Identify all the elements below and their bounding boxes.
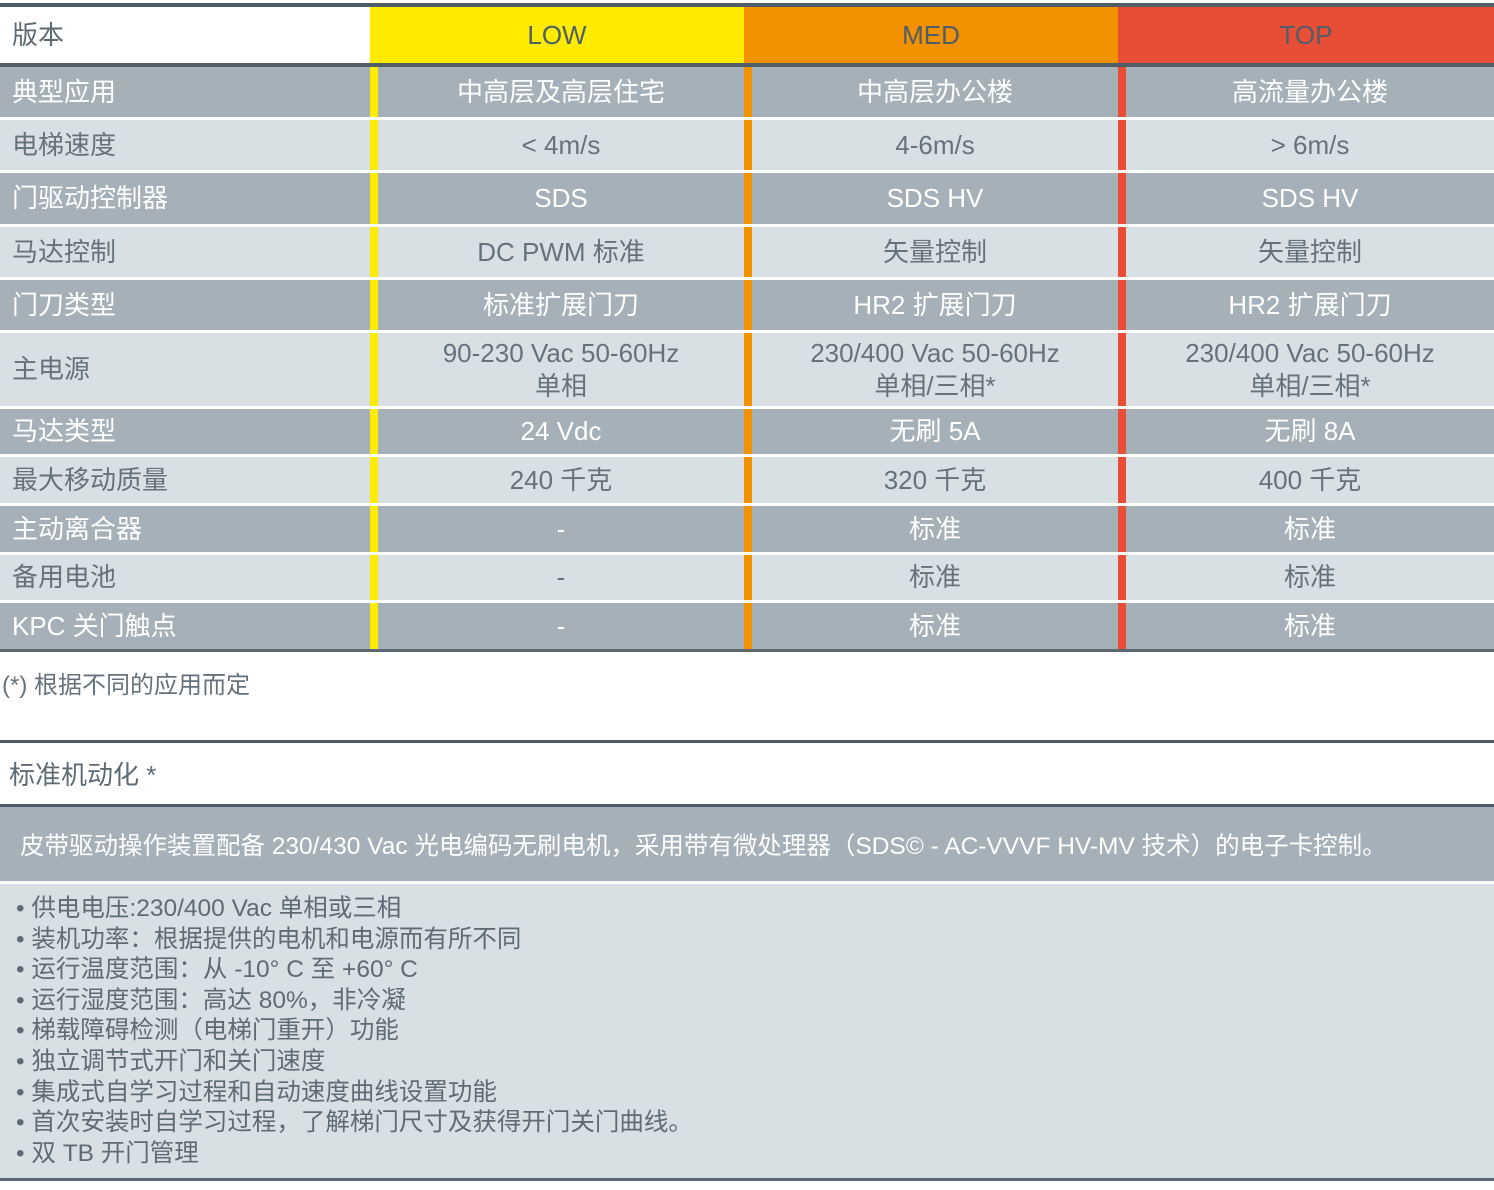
feature-item: 独立调节式开门和关门速度 (16, 1047, 1494, 1078)
header-top: TOP (1118, 7, 1494, 63)
row-label: 最大移动质量 (12, 464, 169, 495)
cell-top: 无刷 8A (1118, 409, 1494, 454)
cell-top: 矢量控制 (1118, 227, 1494, 277)
header-low: LOW (370, 7, 744, 63)
row-label: 典型应用 (12, 76, 117, 107)
cell-low: SDS (370, 173, 744, 224)
table-row: 主电源 90-230 Vac 50-60Hz 单相 230/400 Vac 50-6… (0, 333, 1494, 409)
cell-med: 标准 (744, 506, 1118, 552)
cell-low: DC PWM 标准 (370, 227, 744, 277)
cell-low: 中高层及高层住宅 (370, 67, 744, 117)
spec-table: 版本 LOW MED TOP 典型应用 中高层及高层住宅 中高层办公楼 高流量办公楼电… (0, 3, 1494, 652)
cell-med: 230/400 Vac 50-60Hz 单相/三相* (744, 333, 1118, 406)
row-label: 电梯速度 (12, 129, 117, 160)
row-label: 门刀类型 (12, 289, 117, 320)
row-label: 备用电池 (12, 562, 117, 592)
cell-low: 24 Vdc (370, 409, 744, 454)
feature-item: 集成式自学习过程和自动速度曲线设置功能 (16, 1078, 1494, 1109)
cell-low: 240 千克 (370, 457, 744, 503)
feature-item: 装机功率：根据提供的电机和电源而有所不同 (16, 925, 1494, 956)
feature-item: 首次安装时自学习过程，了解梯门尺寸及获得开门关门曲线。 (16, 1108, 1494, 1139)
table-row: 马达控制 DC PWM 标准 矢量控制 矢量控制 (0, 227, 1494, 280)
row-label: 主电源 (12, 354, 91, 384)
cell-med: 矢量控制 (744, 227, 1118, 277)
cell-med: 4-6m/s (744, 120, 1118, 170)
table-row: 备用电池 - 标准 标准 (0, 555, 1494, 603)
row-label: 主动离合器 (12, 513, 143, 544)
table-row: KPC 关门触点 - 标准 标准 (0, 603, 1494, 652)
table-header: 版本 LOW MED TOP (0, 7, 1494, 67)
cell-top: 高流量办公楼 (1118, 67, 1494, 117)
cell-top: 标准 (1118, 555, 1494, 600)
cell-med: 320 千克 (744, 457, 1118, 503)
standard-motorization-section: 标准机动化 * 皮带驱动操作装置配备 230/430 Vac 光电编码无刷电机，… (0, 740, 1494, 1181)
cell-med: HR2 扩展门刀 (744, 280, 1118, 330)
cell-top: 标准 (1118, 603, 1494, 649)
table-row: 主动离合器 - 标准 标准 (0, 506, 1494, 555)
row-label: 马达控制 (12, 236, 117, 267)
cell-top: HR2 扩展门刀 (1118, 280, 1494, 330)
footnote: (*) 根据不同的应用而定 (2, 672, 250, 699)
row-label: KPC 关门触点 (12, 610, 177, 641)
section-title: 标准机动化 * (0, 743, 1494, 807)
table-row: 典型应用 中高层及高层住宅 中高层办公楼 高流量办公楼 (0, 67, 1494, 120)
row-label: 门驱动控制器 (12, 183, 169, 213)
section-description: 皮带驱动操作装置配备 230/430 Vac 光电编码无刷电机，采用带有微处理器… (0, 807, 1494, 884)
feature-item: 供电电压:230/400 Vac 单相或三相 (16, 894, 1494, 925)
cell-top: 400 千克 (1118, 457, 1494, 503)
cell-low: - (370, 506, 744, 552)
cell-low: - (370, 603, 744, 649)
cell-med: 标准 (744, 555, 1118, 600)
cell-med: 中高层办公楼 (744, 67, 1118, 117)
cell-med: 无刷 5A (744, 409, 1118, 454)
cell-top: SDS HV (1118, 173, 1494, 224)
cell-med: 标准 (744, 603, 1118, 649)
feature-item: 运行温度范围：从 -10° C 至 +60° C (16, 955, 1494, 986)
table-row: 最大移动质量 240 千克 320 千克 400 千克 (0, 457, 1494, 506)
cell-low: 标准扩展门刀 (370, 280, 744, 330)
cell-top: 标准 (1118, 506, 1494, 552)
feature-item: 梯载障碍检测（电梯门重开）功能 (16, 1016, 1494, 1047)
cell-top: 230/400 Vac 50-60Hz 单相/三相* (1118, 333, 1494, 406)
header-med: MED (744, 7, 1118, 63)
cell-low: 90-230 Vac 50-60Hz 单相 (370, 333, 744, 406)
cell-top: > 6m/s (1118, 120, 1494, 170)
row-label: 马达类型 (12, 416, 117, 446)
table-row: 马达类型 24 Vdc 无刷 5A 无刷 8A (0, 409, 1494, 457)
table-row: 门驱动控制器 SDS SDS HV SDS HV (0, 173, 1494, 227)
feature-item: 运行湿度范围：高达 80%，非冷凝 (16, 986, 1494, 1017)
feature-item: 双 TB 开门管理 (16, 1139, 1494, 1170)
feature-list: 供电电压:230/400 Vac 单相或三相装机功率：根据提供的电机和电源而有所… (0, 884, 1494, 1181)
table-row: 电梯速度 < 4m/s 4-6m/s > 6m/s (0, 120, 1494, 173)
cell-low: - (370, 555, 744, 600)
cell-low: < 4m/s (370, 120, 744, 170)
cell-med: SDS HV (744, 173, 1118, 224)
table-row: 门刀类型 标准扩展门刀 HR2 扩展门刀 HR2 扩展门刀 (0, 280, 1494, 333)
header-version: 版本 (0, 7, 370, 63)
